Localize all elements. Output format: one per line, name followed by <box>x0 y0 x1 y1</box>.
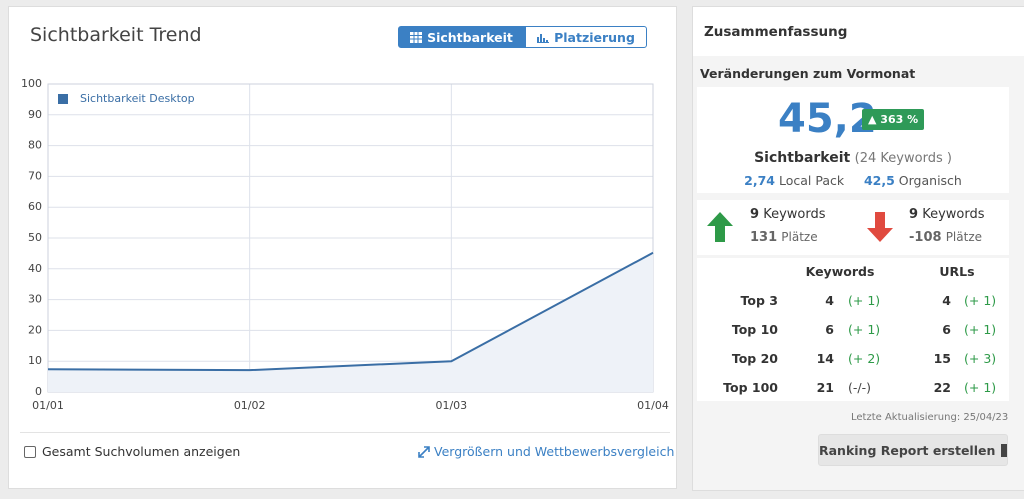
down-label: Keywords <box>922 207 985 222</box>
organic-value: 42,5 <box>863 173 895 188</box>
checkbox[interactable] <box>24 446 36 458</box>
down-places-value: -108 <box>909 230 942 245</box>
url-change: (+ 1) <box>964 322 997 337</box>
keyword-count: 4 <box>825 293 834 308</box>
x-tick-label: 01/02 <box>234 399 266 412</box>
legend-swatch <box>58 94 68 104</box>
changes-box <box>697 200 1009 255</box>
x-tick-label: 01/03 <box>435 399 467 412</box>
metric-line: Sichtbarkeit (24 Keywords ) <box>697 150 1009 166</box>
url-count: 15 <box>933 351 951 366</box>
toggle-active[interactable]: Sichtbarkeit <box>398 26 525 48</box>
chart: 0 10 20 30 40 50 60 70 80 90 100 01/01 01/02 01/03 01/… <box>21 77 669 412</box>
table-header: Keywords <box>805 264 875 279</box>
keyword-count: 6 <box>825 322 834 337</box>
report-button[interactable]: Ranking Report erstellen <box>818 434 1008 466</box>
url-change: (+ 3) <box>964 351 997 366</box>
table-header: URLs <box>939 264 975 279</box>
up-arrow <box>707 212 733 242</box>
y-tick-label: 70 <box>28 169 42 182</box>
bar-icon <box>537 33 550 43</box>
keyword-count: 21 <box>816 380 834 395</box>
legend-label: Sichtbarkeit Desktop <box>80 92 195 105</box>
toggle[interactable]: Platzierung <box>525 26 647 48</box>
keyword-count: 14 <box>816 351 834 366</box>
summary-title: Zusammenfassung <box>704 24 848 40</box>
grid-icon <box>410 31 423 43</box>
local-label: Local Pack <box>778 173 845 188</box>
trend-card <box>8 6 677 489</box>
summary-subtitle: Veränderungen zum Vormonat <box>700 66 916 81</box>
up-places-value: 131 <box>750 230 778 245</box>
down-count: 9 <box>909 207 919 222</box>
y-tick-label: 40 <box>28 262 42 275</box>
down-keywords: 9 Keywords <box>909 207 984 222</box>
down-places-label: Plätze <box>945 230 982 244</box>
metric: Sichtbarkeit <box>754 150 851 166</box>
link[interactable]: Vergrößern und Wettbewerbsvergleich <box>434 444 675 459</box>
line <box>47 251 654 372</box>
y-tick-label: 60 <box>28 200 42 213</box>
row-label: Top 20 <box>731 351 778 366</box>
row-label: Top 3 <box>740 293 778 308</box>
down-arrow <box>867 212 893 242</box>
up-label: Keywords <box>763 207 826 222</box>
button-label: Ranking Report erstellen <box>819 442 996 458</box>
up-count: 9 <box>750 207 760 222</box>
y-tick-label: 50 <box>28 231 42 244</box>
keyword-change: (+ 2) <box>848 351 881 366</box>
x-tick-label: 01/04 <box>637 399 669 412</box>
url-count: 6 <box>942 322 951 337</box>
y-tick-label: 20 <box>28 323 42 336</box>
y-tick-label: 90 <box>28 108 42 121</box>
keyword-change: (+ 1) <box>848 293 881 308</box>
divider <box>20 432 670 433</box>
area <box>48 252 653 392</box>
url-change: (+ 1) <box>964 380 997 395</box>
sub-line: 2,74 Local Pack 42,5 Organisch <box>697 173 1009 188</box>
chart-title: Sichtbarkeit Trend <box>30 24 202 46</box>
local-value: 2,74 <box>744 173 775 188</box>
summary-header <box>693 7 1024 56</box>
organic-label: Organisch <box>898 173 962 188</box>
row-label: Top 100 <box>723 380 778 395</box>
keyword-change: (-/-) <box>848 380 871 395</box>
score-box <box>697 87 1009 193</box>
y-tick-label: 30 <box>28 293 42 306</box>
url-change: (+ 1) <box>964 293 997 308</box>
table-box <box>697 258 1009 401</box>
y-tick-label: 10 <box>28 354 42 367</box>
up-places-label: Plätze <box>781 230 818 244</box>
toggle-label: Sichtbarkeit <box>427 29 513 45</box>
doc-icon <box>1001 443 1007 457</box>
metric-note: (24 Keywords ) <box>854 151 952 166</box>
y-tick-label: 0 <box>35 385 42 398</box>
badge: ▲ 363 % <box>862 109 925 130</box>
x-tick-label: 01/01 <box>32 399 64 412</box>
y-tick-label: 100 <box>21 77 42 90</box>
checkbox-label[interactable]: Gesamt Suchvolumen anzeigen <box>42 444 241 459</box>
y-tick-label: 80 <box>28 139 42 152</box>
keyword-change: (+ 1) <box>848 322 881 337</box>
url-count: 4 <box>942 293 951 308</box>
big-value: 45,2 <box>778 96 877 142</box>
toggle-label: Platzierung <box>554 29 635 45</box>
updated: Letzte Aktualisierung: 25/04/23 <box>851 412 1009 423</box>
expand-icon <box>418 446 430 458</box>
badge-text: 363 % <box>880 113 919 126</box>
up-keywords: 9 Keywords <box>750 207 825 222</box>
row-label: Top 10 <box>731 322 778 337</box>
up-places: 131 Plätze <box>750 230 818 245</box>
url-count: 22 <box>933 380 951 395</box>
down-places: -108 Plätze <box>909 230 982 245</box>
